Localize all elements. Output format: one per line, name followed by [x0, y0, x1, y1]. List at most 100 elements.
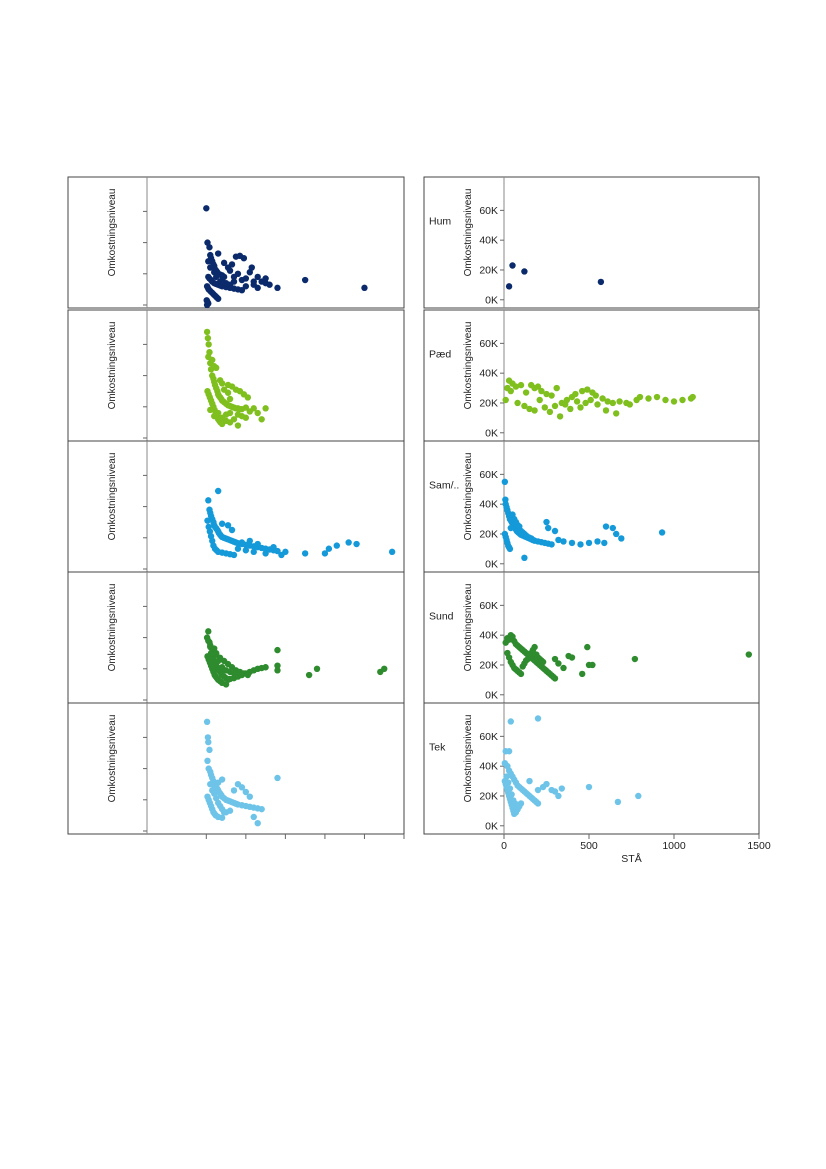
scatter-point-0-3-53	[274, 667, 281, 674]
scatter-point-0-1-50	[262, 405, 269, 412]
scatter-point-0-1-73	[226, 409, 234, 417]
scatter-point-0-1-61	[244, 394, 252, 401]
scatter-point-0-2-68	[218, 520, 226, 527]
scatter-point-0-3-1	[205, 628, 212, 635]
scatter-point-1-1-31	[670, 398, 678, 405]
y-axis-title-1-2: Omkostningsniveau	[463, 453, 474, 541]
scatter-point-1-1-34	[689, 393, 696, 401]
scatter-point-0-4-50	[250, 813, 257, 821]
scatter-point-1-1-10	[543, 390, 550, 398]
scatter-point-0-3-62	[212, 650, 220, 657]
scatter-point-1-1-47	[567, 405, 574, 413]
y-tick-label-1-2-2: 40K	[479, 499, 498, 511]
scatter-point-0-2-63	[388, 548, 396, 556]
scatter-point-1-3-53	[555, 660, 562, 667]
scatter-point-0-4-58	[218, 776, 226, 783]
scatter-point-1-2-37	[568, 539, 576, 547]
facet-label-2: Sam/..	[429, 480, 459, 492]
scatter-point-1-1-5	[522, 389, 530, 396]
scatter-point-0-4-42	[218, 814, 226, 821]
y-tick-label-1-4-0: 0K	[485, 820, 498, 832]
y-axis-title-1-4: Omkostningsniveau	[463, 715, 474, 803]
x-tick-label-1-2: 1000	[662, 840, 686, 852]
scatter-point-1-1-40	[531, 407, 538, 414]
scatter-point-0-1-0	[203, 328, 211, 336]
scatter-point-1-2-43	[609, 524, 616, 532]
scatter-point-1-1-36	[507, 387, 514, 395]
scatter-point-1-1-4	[517, 381, 525, 389]
scatter-point-0-3-52	[274, 646, 281, 654]
x-tick-label-1-0: 0	[501, 840, 507, 852]
scatter-point-1-1-54	[613, 410, 620, 417]
panel-frame-1-0	[423, 176, 760, 309]
scatter-point-1-1-50	[582, 399, 589, 407]
scatter-point-0-0-60	[220, 259, 228, 267]
scatter-point-1-1-30	[662, 396, 669, 404]
y-tick-label-1-0-1: 20K	[479, 264, 498, 276]
scatter-point-0-4-52	[274, 774, 281, 782]
facet-label-4: Tek	[429, 742, 446, 754]
scatter-point-0-2-54	[262, 550, 269, 557]
scatter-point-1-4-46	[555, 792, 562, 800]
scatter-point-1-3-56	[568, 654, 576, 661]
scatter-point-0-3-55	[305, 671, 313, 679]
scatter-point-0-0-49	[248, 264, 255, 271]
scatter-point-0-3-41	[222, 681, 230, 688]
scatter-point-1-3-38	[517, 670, 525, 678]
y-axis-title-1-3: Omkostningsniveau	[463, 584, 474, 672]
scatter-point-0-1-51	[242, 404, 250, 411]
scatter-point-0-0-66	[207, 264, 214, 271]
scatter-point-1-4-40	[526, 777, 533, 785]
scatter-point-0-2-47	[230, 551, 238, 559]
scatter-point-0-0-62	[262, 275, 269, 282]
scatter-point-0-1-49	[209, 356, 216, 364]
scatter-point-1-0-1	[521, 268, 528, 275]
scatter-point-0-0-61	[228, 261, 236, 268]
scatter-point-0-0-65	[205, 258, 212, 265]
scatter-point-0-1-1	[204, 334, 212, 342]
scatter-point-1-1-3	[512, 383, 520, 390]
scatter-point-0-1-43	[230, 416, 238, 423]
scatter-point-0-3-28	[262, 664, 269, 671]
scatter-point-0-0-45	[234, 270, 242, 277]
scatter-point-0-4-1	[204, 734, 212, 741]
scatter-point-0-2-53	[254, 540, 261, 548]
panel-frame-1-4	[423, 702, 760, 835]
scatter-point-0-2-57	[301, 550, 309, 557]
scatter-point-1-2-0	[501, 478, 509, 486]
scatter-point-0-4-0	[203, 718, 211, 725]
scatter-point-0-4-45	[230, 787, 238, 794]
scatter-point-1-1-18	[584, 386, 591, 393]
scatter-point-0-3-67	[230, 670, 238, 677]
scatter-point-1-4-57	[513, 803, 520, 810]
scatter-point-1-3-46	[531, 643, 538, 651]
scatter-point-1-4-51	[503, 773, 510, 780]
y-tick-label-1-4-1: 20K	[479, 790, 498, 802]
scatter-point-1-4-0	[507, 718, 514, 725]
scatter-point-0-2-34	[214, 487, 222, 495]
scatter-point-1-2-42	[602, 523, 610, 530]
scatter-point-1-4-43	[543, 780, 550, 788]
scatter-point-1-2-68	[521, 554, 528, 562]
y-axis-title-0-2: Omkostningsniveau	[107, 453, 118, 541]
scatter-point-0-1-67	[242, 414, 250, 421]
scatter-point-0-2-48	[234, 545, 242, 552]
scatter-point-1-1-41	[536, 396, 543, 404]
scatter-point-1-1-51	[587, 396, 594, 404]
scatter-point-0-2-56	[278, 551, 285, 559]
scatter-point-0-0-53	[266, 281, 273, 288]
y-tick-label-1-3-1: 20K	[479, 659, 498, 671]
scatter-point-0-0-43	[226, 267, 234, 274]
scatter-point-0-0-75	[301, 276, 309, 284]
panel-frame-0-2	[67, 440, 405, 573]
scatter-point-0-3-54	[274, 662, 281, 669]
scatter-point-0-2-70	[228, 526, 236, 534]
x-tick-label-1-3: 1500	[747, 840, 771, 852]
scatter-point-1-1-20	[594, 401, 601, 408]
scatter-point-1-1-45	[556, 413, 564, 420]
scatter-point-0-4-47	[238, 784, 246, 791]
scatter-point-1-1-28	[645, 395, 652, 402]
scatter-point-1-2-44	[613, 530, 620, 538]
y-axis-title-1-0: Omkostningsniveau	[463, 189, 474, 277]
scatter-point-1-2-70	[545, 524, 552, 532]
